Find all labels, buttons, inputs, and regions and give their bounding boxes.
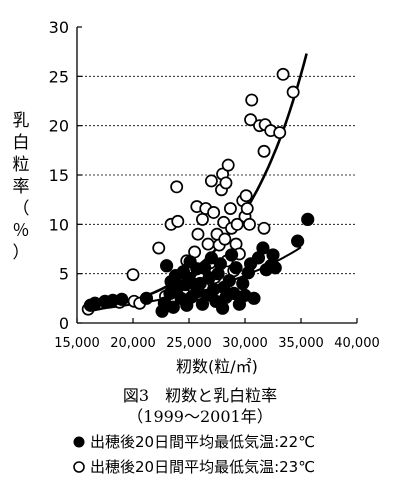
data-point-22c xyxy=(247,291,261,305)
data-point-23c xyxy=(152,241,166,255)
y-tick-label: 15 xyxy=(49,166,69,185)
data-point-23c xyxy=(204,174,218,188)
data-point-22c xyxy=(266,248,280,262)
data-point-22c xyxy=(139,291,154,305)
data-point-22c xyxy=(236,276,250,291)
y-tick-label: 30 xyxy=(49,18,69,37)
data-point-23c xyxy=(244,113,258,127)
data-point-23c xyxy=(218,232,232,246)
y-tick-label: 25 xyxy=(49,67,69,86)
data-point-23c xyxy=(245,93,259,107)
data-point-22c xyxy=(229,261,243,275)
data-point-23c xyxy=(170,180,184,194)
scatter-chart: 0 5 10 15 20 25 30 15,000 20,000 25,000 30,000 35,0… xyxy=(49,18,380,376)
x-axis-label: 籾数(粒/㎡) xyxy=(176,357,258,376)
x-tick-label: 25,000 xyxy=(166,336,212,351)
data-point-23c xyxy=(223,202,237,215)
data-point-22c xyxy=(227,286,241,300)
y-tick-label: 0 xyxy=(59,314,69,333)
data-point-23c xyxy=(201,237,215,251)
legend-item-23c: 出穂後20日間平均最低気温:23℃ xyxy=(72,456,315,477)
open-circle-marker-icon xyxy=(73,460,85,473)
x-tick-label: 20,000 xyxy=(110,336,156,351)
y-axis-label-char: ％ xyxy=(12,221,30,241)
data-point-22c xyxy=(268,261,282,275)
x-tick-label: 15,000 xyxy=(54,336,100,351)
data-point-22c xyxy=(301,212,315,226)
y-tick-label: 10 xyxy=(49,215,69,234)
data-point-22c xyxy=(213,257,227,271)
legend-item-22c: 出穂後20日間平均最低気温:22℃ xyxy=(72,431,315,452)
x-tick-label: 40,000 xyxy=(334,336,380,351)
data-point-23c xyxy=(276,67,290,81)
data-point-23c xyxy=(126,268,140,282)
data-point-23c xyxy=(257,221,271,235)
data-point-23c xyxy=(286,85,300,99)
y-axis-label-char: 粒 xyxy=(12,155,30,175)
data-point-23c xyxy=(273,126,287,140)
data-point-23c xyxy=(219,176,233,190)
data-point-22c xyxy=(291,234,305,248)
data-point-23c xyxy=(195,212,209,226)
y-axis-label-char: 白 xyxy=(12,133,30,153)
y-tick-label: 5 xyxy=(59,265,69,284)
data-point-22c xyxy=(160,259,174,273)
data-point-23c xyxy=(171,214,185,228)
legend-label-22c: 出穂後20日間平均最低気温:22℃ xyxy=(90,433,316,451)
data-point-22c xyxy=(256,241,270,255)
figure-caption-years: （1999～2001年） xyxy=(127,407,273,426)
data-point-23c xyxy=(240,202,254,215)
data-point-23c xyxy=(207,206,221,219)
figure-caption-title: 図3 籾数と乳白粒率 xyxy=(122,386,278,405)
data-point-23c xyxy=(191,227,205,241)
data-point-22c xyxy=(222,273,236,288)
x-tick-label: 35,000 xyxy=(278,336,324,351)
y-tick-label: 20 xyxy=(49,117,69,136)
data-point-23c xyxy=(239,189,253,203)
data-point-23c xyxy=(243,217,256,231)
y-axis-label-char: 率 xyxy=(12,177,30,197)
data-point-23c xyxy=(221,158,235,172)
filled-circle-marker-icon xyxy=(73,436,85,447)
data-point-22c xyxy=(166,300,180,314)
data-point-22c xyxy=(115,292,129,306)
legend-label-23c: 出穂後20日間平均最低気温:23℃ xyxy=(90,458,316,476)
data-point-23c xyxy=(230,217,244,231)
data-point-23c xyxy=(257,144,271,158)
data-point-22c xyxy=(224,248,239,262)
y-axis-label-char: （ xyxy=(12,199,30,219)
y-axis-label: 乳白粒率（％） xyxy=(10,110,32,264)
y-axis-label-char: 乳 xyxy=(12,111,30,131)
x-tick-label: 30,000 xyxy=(222,336,268,351)
y-axis-label-char: ） xyxy=(12,243,30,263)
